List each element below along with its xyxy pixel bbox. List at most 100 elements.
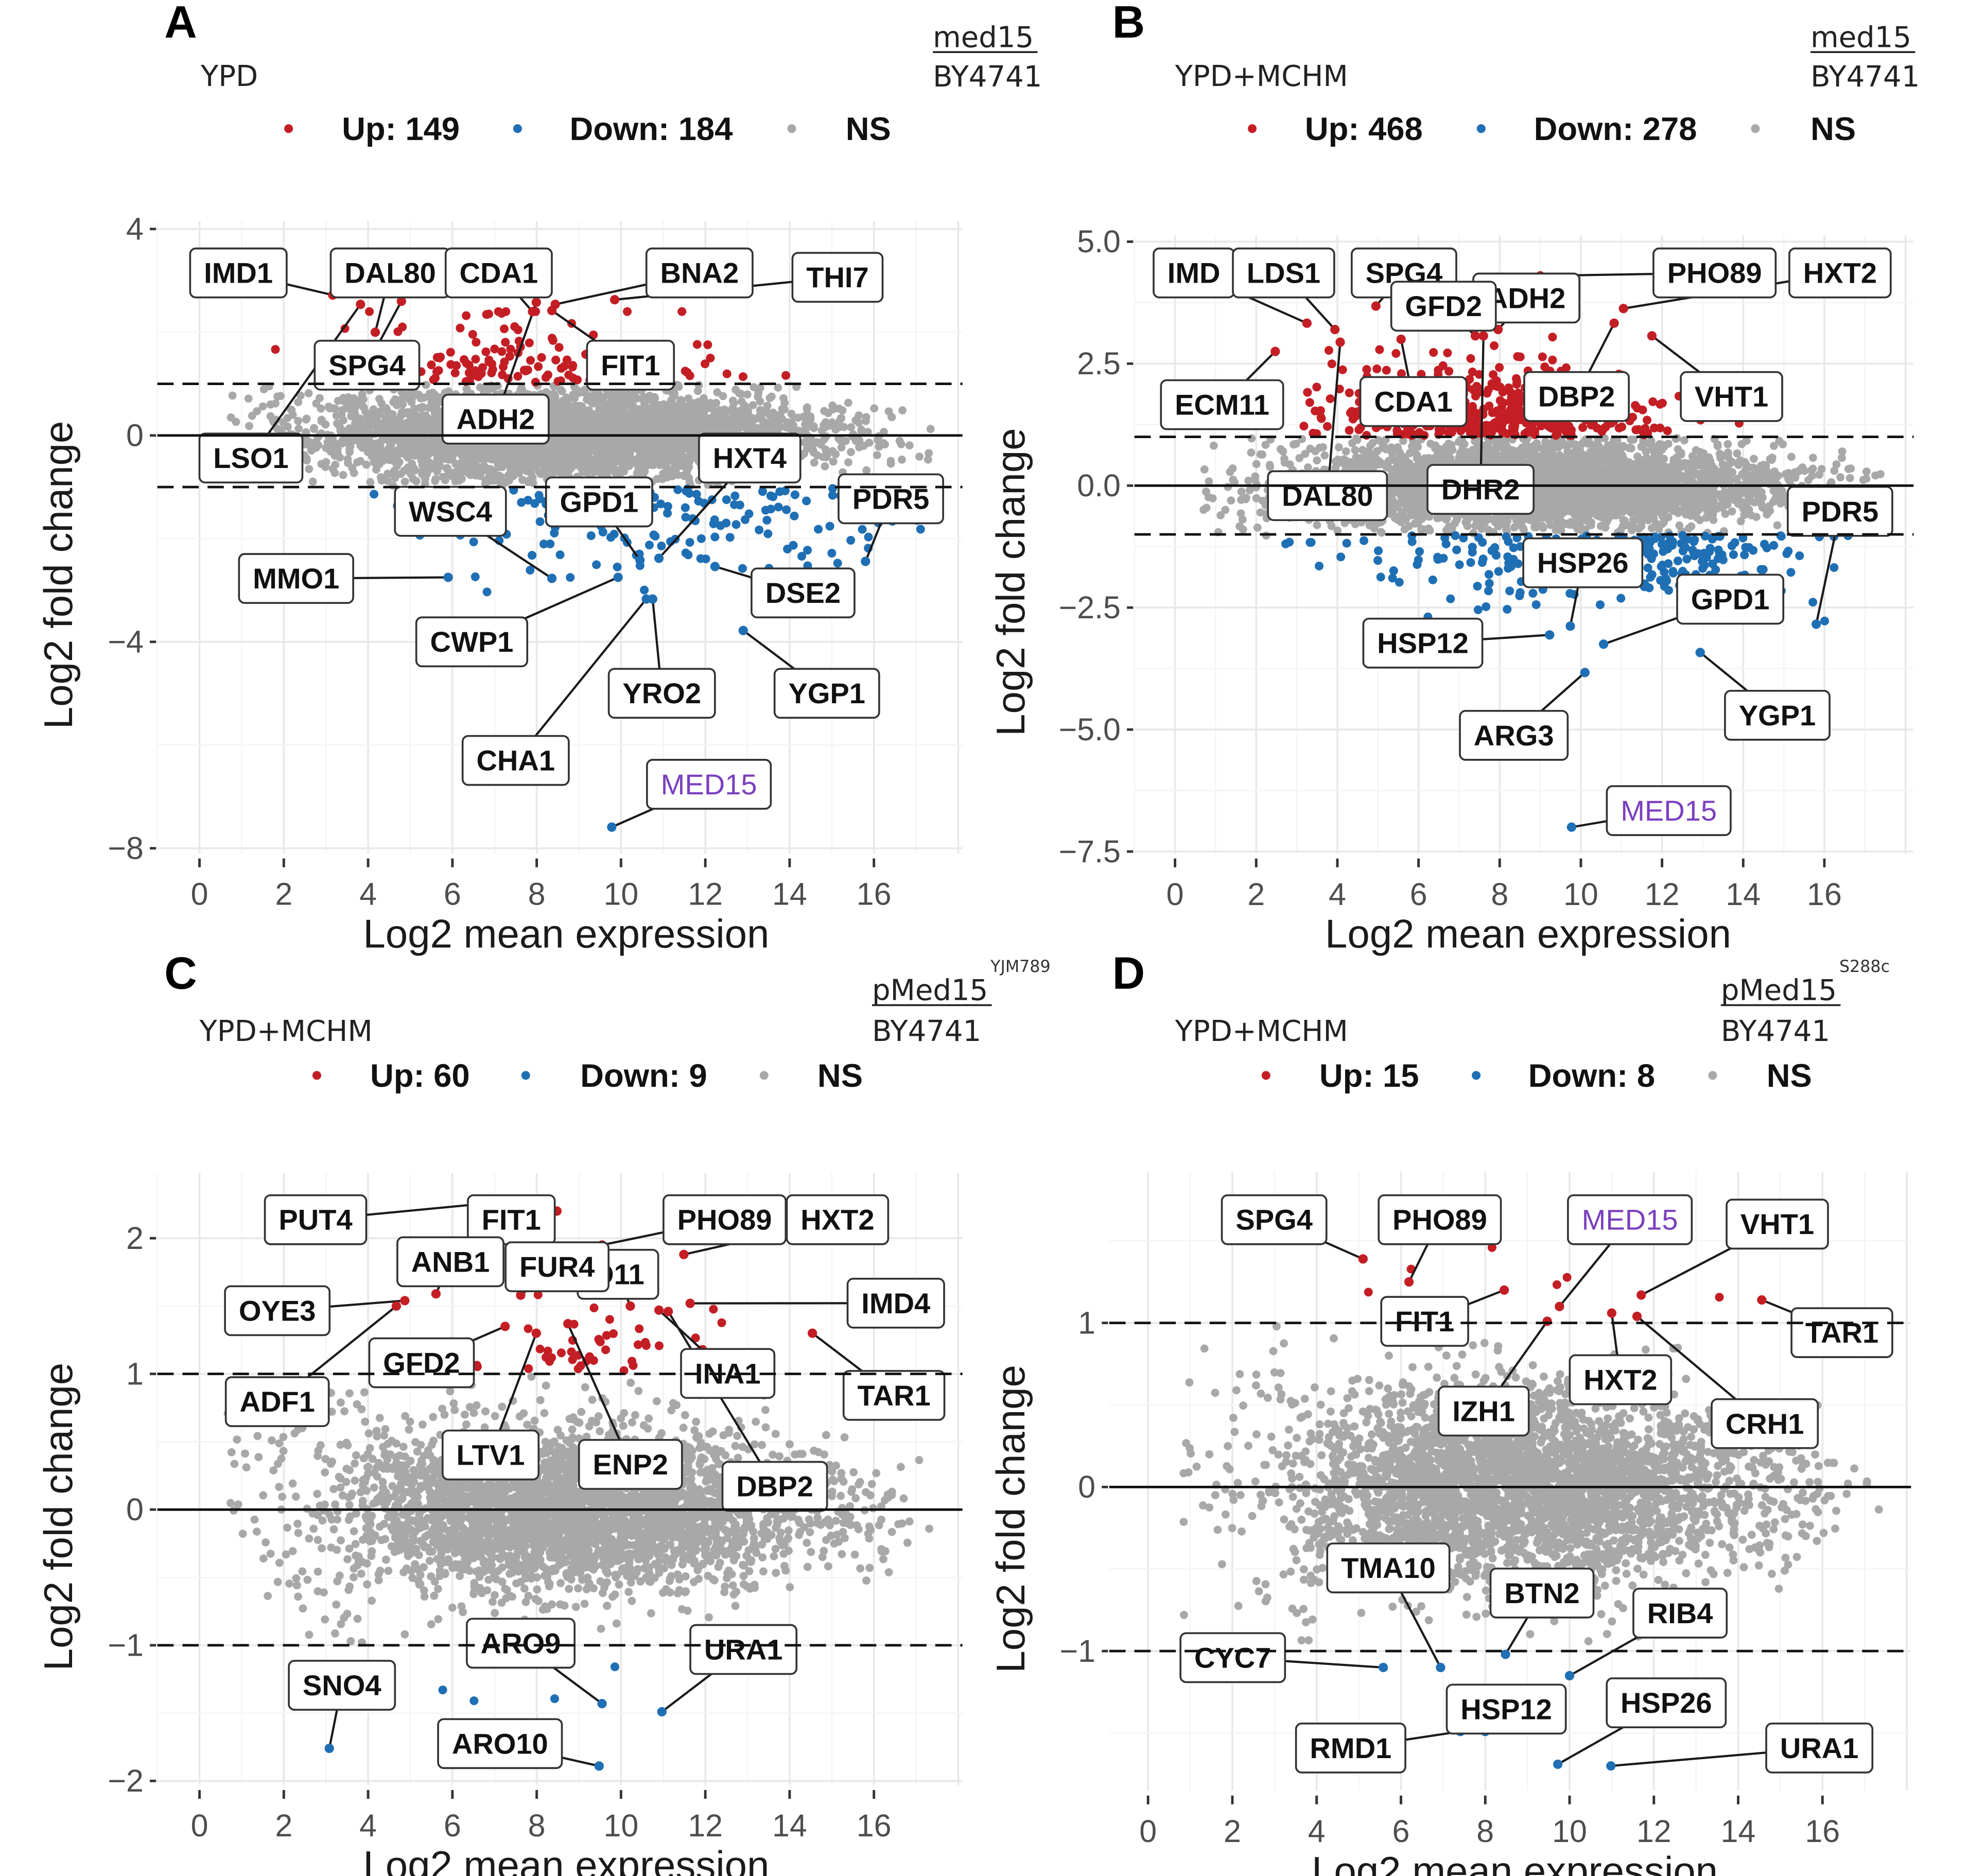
label-text: IMD1 (204, 257, 273, 289)
ns-point (821, 462, 829, 471)
x-tick-label: 8 (1491, 877, 1508, 912)
y-axis-title: Log2 fold change (988, 428, 1033, 736)
ns-point (694, 424, 703, 432)
x-tick-label: 4 (1329, 877, 1346, 912)
ns-point (276, 392, 285, 401)
ns-point (818, 453, 827, 461)
gene-label-mmo1: MMO1 (238, 553, 354, 604)
ns-point (511, 460, 520, 468)
down-point (722, 495, 731, 505)
ns-point (829, 457, 838, 466)
ns-point (416, 424, 425, 433)
legend-dot-ns (787, 124, 796, 133)
up-point (456, 323, 465, 333)
gene-point-dal80 (370, 327, 380, 337)
up-point (462, 311, 471, 320)
ns-point (741, 402, 749, 410)
ns-point (581, 449, 590, 457)
ns-point (411, 451, 420, 459)
ns-point (456, 468, 465, 477)
ns-point (556, 386, 565, 394)
ns-point (362, 460, 371, 469)
up-point (537, 353, 546, 362)
up-point (701, 359, 710, 369)
x-tick-label: 8 (528, 877, 546, 912)
ns-point (591, 418, 600, 427)
ns-point (339, 393, 348, 402)
down-point (370, 490, 379, 499)
legend-label-up: Up: 468 (1305, 111, 1423, 147)
ns-point (384, 477, 392, 485)
ns-point (294, 424, 303, 433)
up-point (427, 360, 436, 370)
up-point (681, 367, 690, 376)
y-tick-label: 5.0 (1077, 224, 1121, 259)
y-tick-label: −4 (108, 624, 143, 659)
ns-point (244, 394, 253, 403)
ns-point (315, 394, 324, 403)
ns-point (925, 449, 933, 458)
y-tick-label: −5.0 (1059, 712, 1121, 747)
y-tick-label: −2.5 (1059, 590, 1121, 625)
down-point (471, 572, 480, 581)
ns-point (844, 398, 852, 407)
down-point (774, 502, 783, 512)
down-point (546, 539, 555, 549)
ns-point (572, 438, 581, 446)
ns-point (924, 455, 932, 464)
ns-point (568, 409, 577, 418)
y-tick-label: 0.0 (1077, 468, 1121, 503)
down-point (763, 529, 773, 539)
comparison-denominator: BY4741 (933, 60, 1042, 94)
legend-label-down: Down: 278 (1534, 111, 1697, 147)
ns-point (686, 429, 694, 438)
gene-point-pdr5 (861, 557, 870, 566)
ns-point (492, 448, 500, 457)
ns-point (518, 445, 527, 454)
ns-point (347, 412, 356, 421)
gene-label-dse2: DSE2 (751, 567, 856, 619)
ns-point (372, 465, 380, 474)
ns-point (926, 425, 935, 433)
ns-point (656, 443, 665, 451)
ns-point (847, 423, 856, 431)
ns-point (359, 437, 368, 445)
down-point (555, 550, 565, 560)
ns-point (305, 465, 314, 473)
ns-point (765, 394, 774, 403)
y-tick-label: −7.5 (1059, 834, 1121, 869)
x-tick-label: 16 (1807, 877, 1842, 912)
ns-point (332, 411, 341, 420)
down-point (858, 525, 867, 534)
down-point (598, 528, 607, 537)
gene-label-lso1: LSO1 (198, 432, 304, 484)
down-point (586, 531, 596, 541)
ns-point (598, 441, 607, 450)
gene-label-med15: MED15 (646, 759, 772, 810)
label-text: THI7 (806, 261, 868, 293)
ns-point (417, 444, 426, 453)
condition-label: YPD+MCHM (1175, 60, 1348, 93)
ns-point (720, 405, 729, 414)
label-text: DSE2 (765, 577, 841, 609)
legend-label-down: Down: 184 (570, 111, 733, 147)
gene-label-pdr5: PDR5 (838, 473, 944, 525)
ns-point (377, 447, 386, 456)
ns-point (322, 444, 330, 452)
up-point (487, 368, 496, 377)
ns-point (628, 400, 637, 409)
ns-point (508, 453, 517, 461)
ns-point (847, 448, 855, 457)
ns-point (543, 459, 551, 468)
up-point (623, 307, 632, 316)
ns-point (408, 463, 416, 472)
ns-point (759, 424, 768, 433)
ns-point (876, 439, 884, 448)
x-axis-title: Log2 mean expression (1325, 911, 1731, 957)
up-point (534, 362, 543, 371)
down-point (645, 541, 654, 550)
ns-point (359, 403, 368, 412)
down-point (846, 535, 856, 545)
legend-dot-down (1476, 124, 1486, 133)
